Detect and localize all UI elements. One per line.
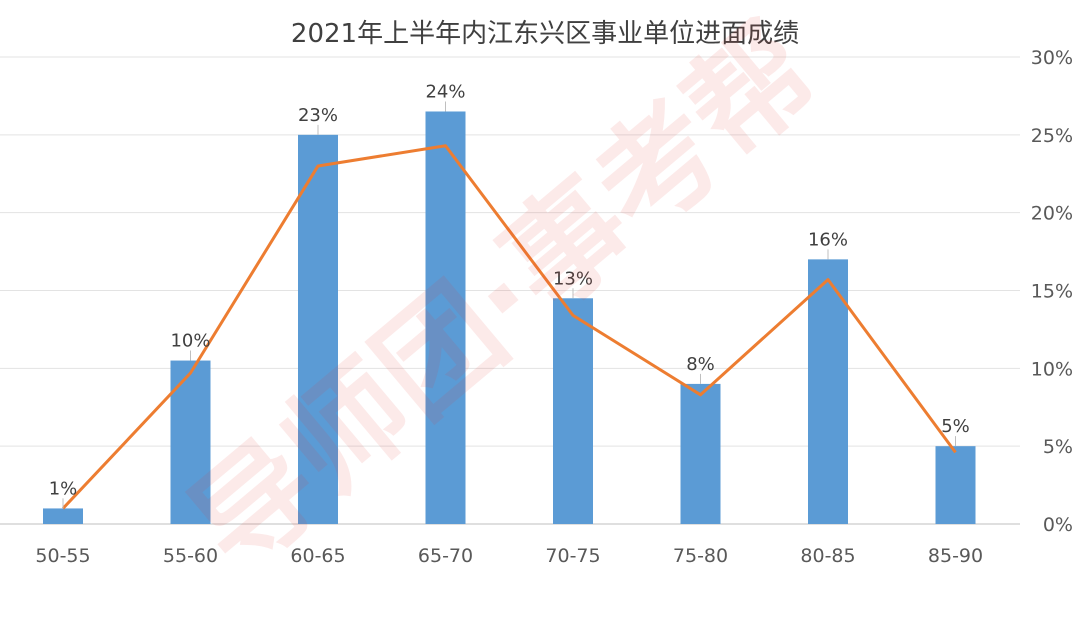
- bar: [680, 383, 721, 524]
- watermark: 导师团·事考帮: [166, 0, 842, 598]
- y-tick-label: 0%: [1043, 514, 1073, 536]
- data-label: 16%: [808, 229, 848, 250]
- data-label: 5%: [941, 416, 970, 437]
- data-label: 13%: [553, 268, 593, 289]
- x-tick-label: 50-55: [35, 545, 90, 567]
- x-tick-label: 55-60: [163, 545, 218, 567]
- y-tick-label: 25%: [1031, 125, 1073, 147]
- x-tick-label: 85-90: [928, 545, 983, 567]
- x-tick-label: 80-85: [800, 545, 855, 567]
- y-axis-ticks: 0% 5% 10% 15% 20% 25% 30%: [1031, 47, 1073, 536]
- chart-title: 2021年上半年内江东兴区事业单位进面成绩: [291, 19, 799, 49]
- x-tick-label: 60-65: [290, 545, 345, 567]
- bar: [425, 111, 466, 524]
- bar: [553, 298, 593, 524]
- x-tick-label: 65-70: [418, 545, 473, 567]
- data-label: 23%: [298, 105, 338, 126]
- x-tick-label: 75-80: [673, 545, 728, 567]
- y-tick-label: 5%: [1043, 436, 1073, 458]
- y-tick-label: 15%: [1031, 281, 1073, 303]
- bar: [43, 508, 83, 524]
- bar: [298, 134, 338, 525]
- bar: [808, 259, 848, 524]
- x-tick-label: 70-75: [545, 545, 600, 567]
- data-label: 10%: [170, 331, 210, 352]
- bar: [935, 446, 976, 524]
- x-axis-ticks: 50-55 55-60 60-65 65-70 70-75 75-80 80-85 85-90: [35, 545, 983, 567]
- data-labels: 1% 10% 23% 24% 13% 8% 16% 5%: [49, 81, 970, 509]
- watermark-text: 导师团·事考帮: [166, 0, 842, 598]
- data-label: 1%: [49, 478, 78, 499]
- series-line: [61, 144, 957, 510]
- y-tick-label: 30%: [1031, 47, 1073, 69]
- data-label: 24%: [425, 81, 465, 102]
- y-tick-label: 10%: [1031, 358, 1073, 380]
- bar-series: [43, 111, 976, 525]
- gridlines: [0, 56, 1020, 525]
- data-label: 8%: [686, 354, 715, 375]
- line-series: [61, 144, 957, 510]
- y-tick-label: 20%: [1031, 203, 1073, 225]
